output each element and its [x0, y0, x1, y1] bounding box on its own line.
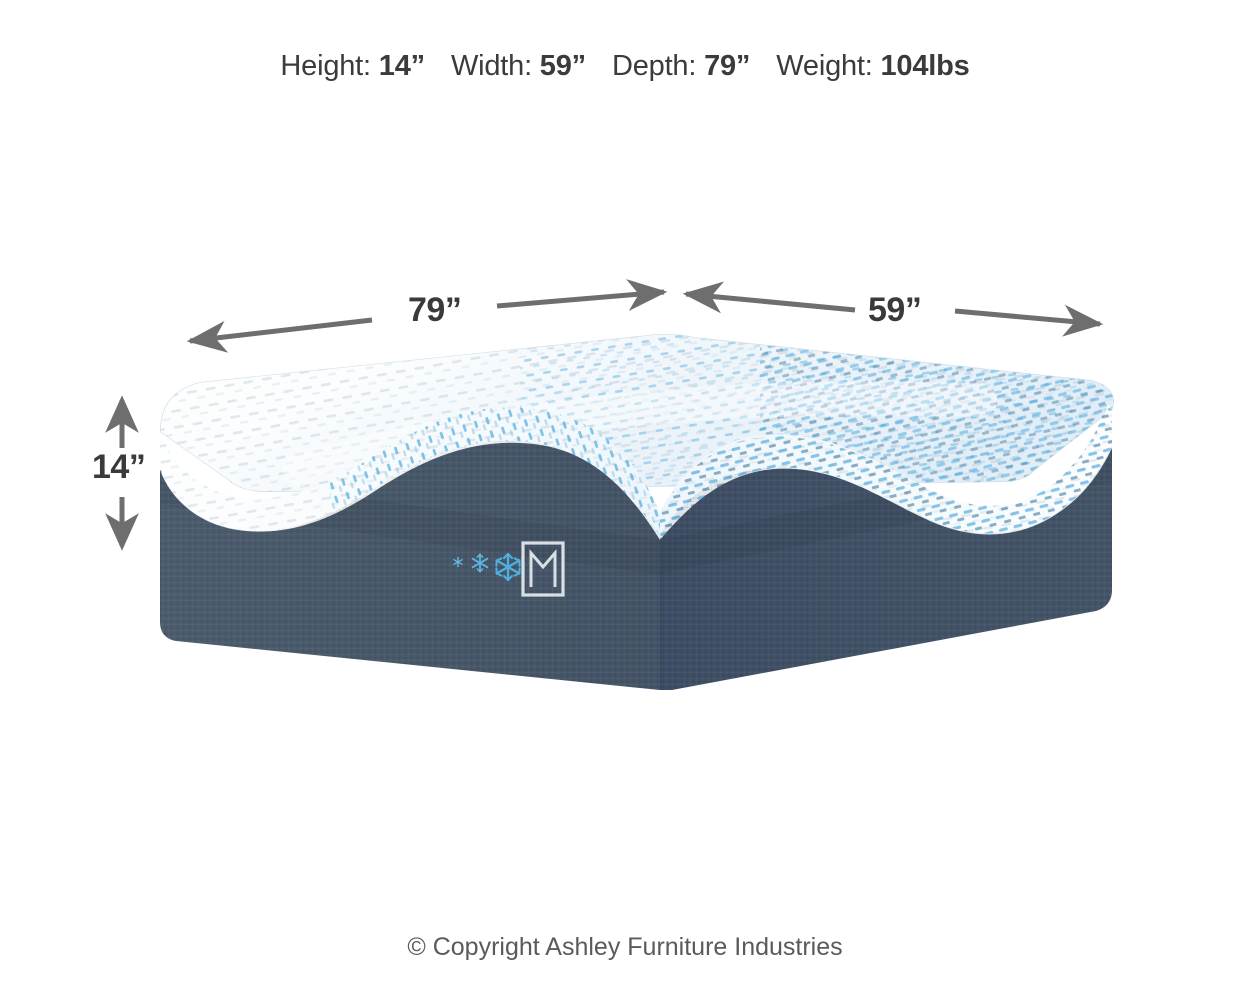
- width-dimension-label: 59”: [868, 291, 922, 329]
- spec-value-weight: 104lbs: [880, 50, 970, 82]
- snowflake-icon-large: [495, 552, 521, 582]
- spec-line: Height: 14” Width: 59” Depth: 79” Weight: 1…: [0, 50, 1250, 83]
- height-dimension-label: 14”: [92, 448, 146, 486]
- brand-badge-m: [521, 541, 565, 597]
- spec-label-height: Height:: [280, 50, 371, 82]
- copyright-notice: © Copyright Ashley Furniture Industries: [407, 933, 843, 961]
- depth-dimension-label: 79”: [408, 291, 462, 329]
- mattress-top-surface: [160, 333, 1114, 492]
- brand-logo: [453, 541, 565, 597]
- spec-value-height: 14”: [378, 50, 425, 82]
- spec-item-weight: Weight: 104lbs: [776, 50, 970, 83]
- snowflake-icon-medium: [471, 553, 489, 573]
- spec-label-weight: Weight:: [776, 50, 873, 82]
- spec-label-width: Width:: [450, 50, 532, 82]
- spec-item-width: Width: 59”: [451, 50, 586, 83]
- snowflake-icon-small: [453, 556, 463, 568]
- spec-value-width: 59”: [539, 50, 586, 82]
- spec-item-height: Height: 14”: [280, 50, 425, 83]
- spec-value-depth: 79”: [704, 50, 751, 82]
- spec-label-depth: Depth:: [611, 50, 697, 82]
- spec-item-depth: Depth: 79”: [612, 50, 750, 83]
